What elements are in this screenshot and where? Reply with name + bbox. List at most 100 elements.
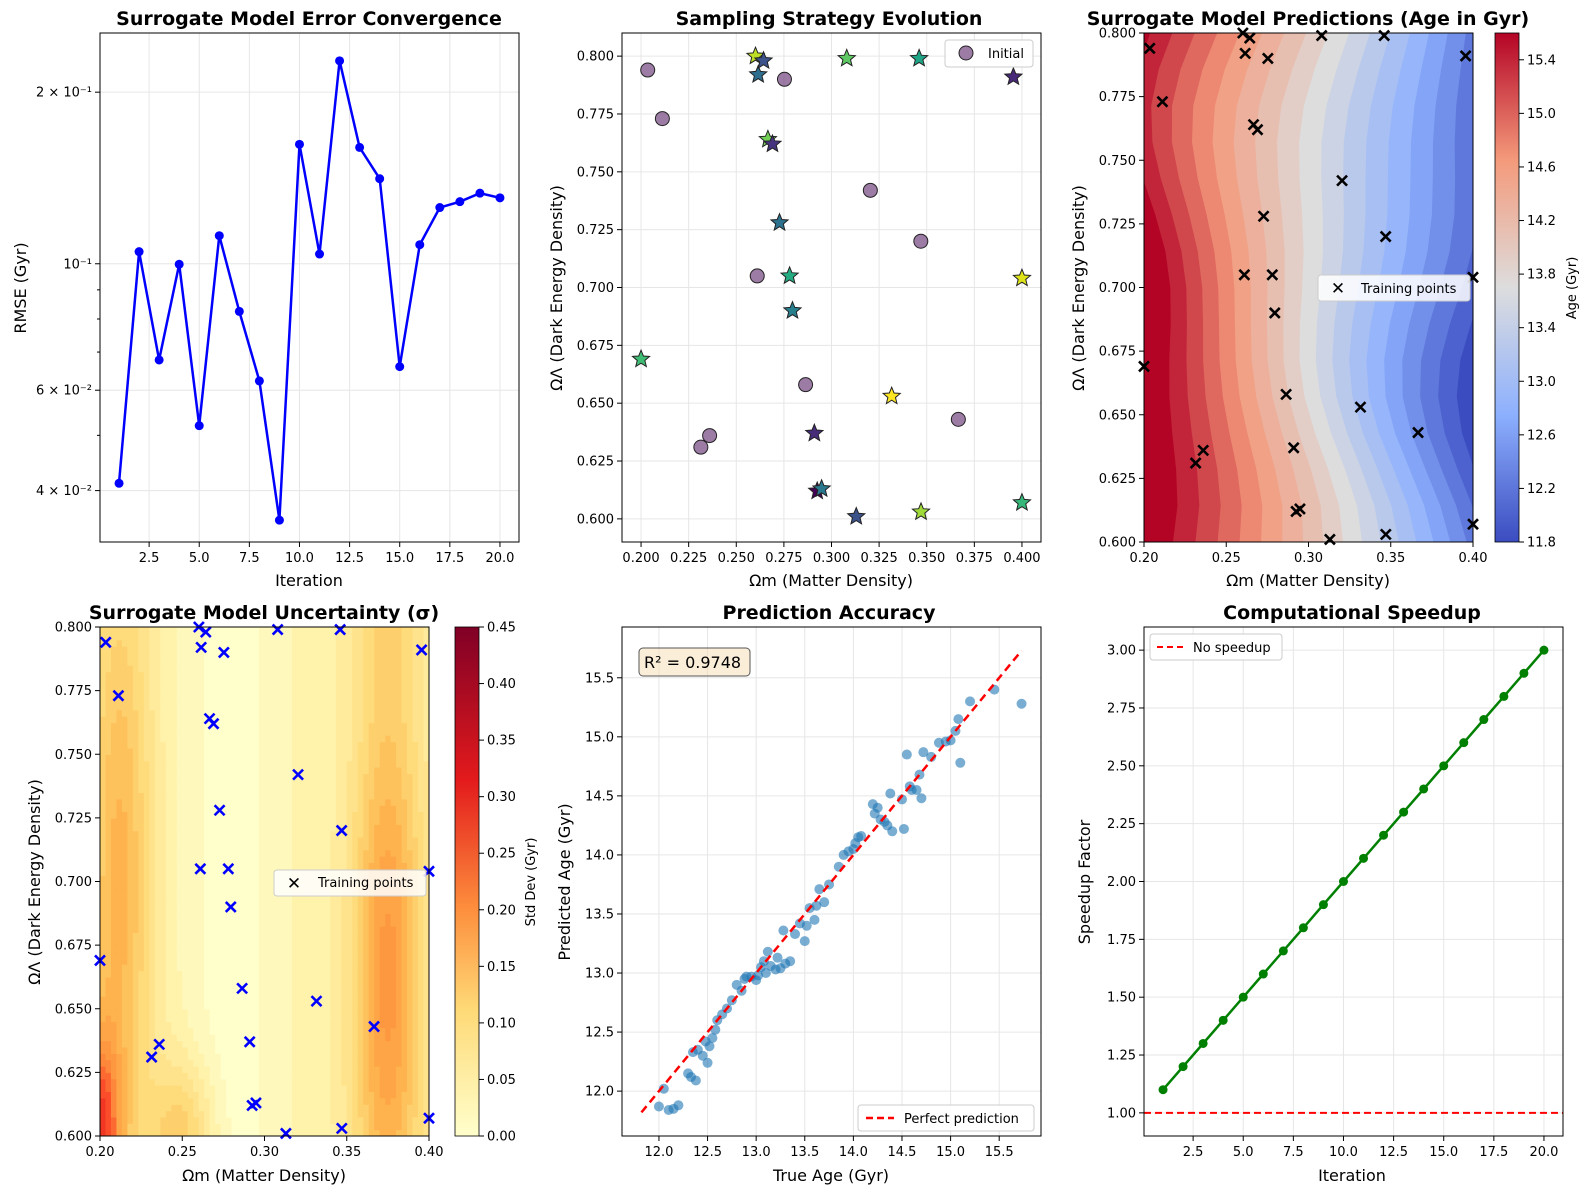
contour-cell (412, 773, 419, 781)
contour-cell (324, 1027, 331, 1035)
training-point (112, 689, 125, 702)
contour-cell (154, 906, 161, 914)
y-tick-label: 0.750 (1099, 154, 1136, 169)
contour-cell (253, 913, 260, 921)
contour-cell (407, 798, 414, 806)
contour-cell (275, 747, 282, 755)
contour-cell (220, 722, 227, 730)
contour-cell (423, 996, 429, 1003)
contour-cell (231, 1066, 238, 1073)
contour-cell (215, 652, 222, 660)
contour-cell (116, 976, 123, 984)
contour-cell (253, 728, 260, 736)
contour-cell (379, 983, 386, 991)
contour-cell (374, 646, 381, 654)
contour-cell (110, 639, 118, 647)
contour-cell (346, 983, 353, 991)
contour-cell (160, 881, 167, 889)
contour-cell (374, 773, 381, 781)
contour-cell (291, 976, 298, 984)
contour-cell (237, 696, 244, 704)
contour-cell (269, 1110, 277, 1118)
contour-cell (423, 1002, 429, 1010)
contour-cell (182, 856, 189, 864)
contour-cell (171, 1104, 178, 1112)
contour-cell (401, 633, 408, 641)
contour-cell (121, 817, 129, 825)
contour-cell (204, 658, 211, 666)
contour-cell (324, 970, 331, 978)
contour-cell (138, 1110, 145, 1118)
contour-cell (242, 627, 249, 634)
contour-cell (308, 1091, 315, 1099)
contour-cell (330, 728, 337, 736)
contour-cell (209, 906, 216, 914)
contour-cell (132, 906, 139, 914)
contour-cell (363, 716, 370, 724)
contour-cell (324, 913, 331, 921)
contour-cell (385, 996, 392, 1003)
contour-cell (396, 747, 403, 755)
contour-cell (346, 1046, 353, 1054)
contour-cell (165, 792, 172, 800)
contour-cell (357, 1097, 364, 1105)
contour-cell (401, 627, 408, 634)
contour-cell (407, 690, 414, 698)
contour-cell (418, 945, 425, 953)
contour-cell (352, 811, 359, 819)
colorbar-tick-label: 14.2 (1527, 214, 1556, 229)
contour-cell (390, 945, 397, 953)
contour-cell (396, 964, 403, 972)
contour-cell (335, 945, 342, 953)
contour-cell (341, 1110, 348, 1118)
contour-cell (313, 906, 320, 914)
contour-cell (385, 1091, 392, 1099)
contour-cell (259, 1085, 266, 1093)
contour-cell (390, 646, 397, 654)
contour-cell (116, 868, 123, 876)
contour-cell (390, 741, 397, 749)
contour-cell (418, 1034, 425, 1042)
contour-cell (368, 862, 375, 870)
contour-cell (121, 684, 129, 692)
contour-cell (363, 766, 370, 774)
contour-cell (379, 665, 386, 673)
x-tick-label: 0.275 (765, 551, 802, 566)
contour-cell (226, 1091, 233, 1099)
contour-cell (121, 875, 129, 883)
contour-cell (253, 836, 260, 844)
contour-cell (176, 868, 183, 876)
contour-cell (242, 671, 249, 679)
contour-cell (165, 1053, 172, 1061)
contour-cell (324, 894, 331, 902)
contour-cell (275, 906, 282, 914)
contour-cell (138, 875, 145, 883)
contour-cell (105, 1002, 112, 1010)
contour-cell (396, 1002, 403, 1010)
contour-cell (143, 747, 150, 755)
contour-cell (352, 786, 359, 794)
contour-cell (220, 1015, 227, 1023)
contour-cell (160, 1066, 167, 1073)
contour-cell (237, 856, 244, 864)
contour-cell (357, 696, 364, 704)
contour-cell (105, 633, 112, 641)
contour-cell (379, 938, 386, 946)
contour-cell (215, 773, 222, 781)
contour-cell (269, 728, 277, 736)
contour-cell (138, 671, 145, 679)
contour-cell (248, 696, 255, 704)
contour-cell (379, 690, 386, 698)
contour-cell (253, 932, 260, 940)
contour-cell (121, 900, 129, 908)
contour-cell (275, 741, 282, 749)
contour-cell (385, 836, 392, 844)
contour-cell (335, 996, 342, 1003)
contour-cell (231, 811, 238, 819)
contour-cell (401, 652, 408, 660)
contour-cell (220, 1085, 227, 1093)
contour-cell (401, 1015, 408, 1023)
contour-cell (319, 989, 326, 997)
contour-cell (143, 1046, 150, 1054)
contour-cell (313, 1027, 320, 1035)
